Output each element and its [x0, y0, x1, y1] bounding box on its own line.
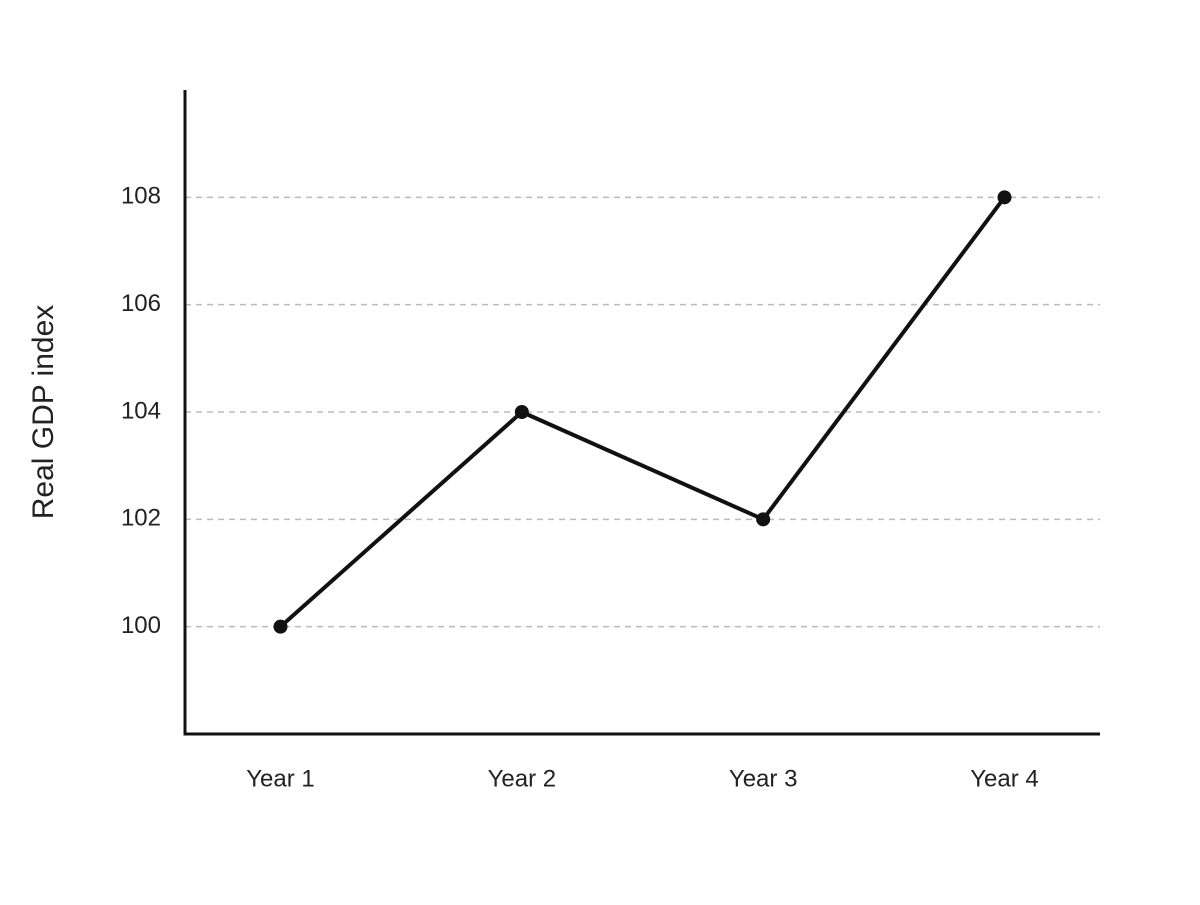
- y-tick-label: 106: [121, 290, 161, 317]
- x-tick-label: Year 3: [729, 765, 798, 792]
- y-tick-label: 104: [121, 397, 161, 424]
- point: [273, 619, 288, 634]
- line: [279, 196, 1007, 629]
- y-tick-label: 100: [121, 612, 161, 639]
- y-tick-label: 102: [121, 505, 161, 532]
- point: [756, 512, 771, 527]
- point: [997, 190, 1012, 205]
- x-tick-label: Year 2: [488, 765, 557, 792]
- x-tick-label: Year 1: [246, 765, 315, 792]
- x-tick-label: Year 4: [970, 765, 1039, 792]
- y-axis-label: Real GDP index: [27, 305, 60, 520]
- y-tick-label: 108: [121, 183, 161, 210]
- point: [514, 405, 529, 419]
